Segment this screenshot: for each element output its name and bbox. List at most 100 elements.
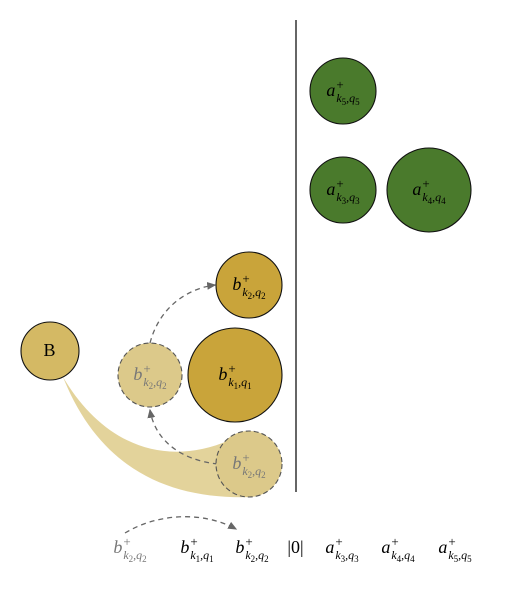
label-sup: + <box>448 534 455 549</box>
math-label: a +k5,q5 <box>438 534 472 564</box>
label-sub: k2,q2 <box>143 375 166 391</box>
label-sub-part: k <box>448 548 454 562</box>
label-sub-part: k <box>422 190 428 204</box>
ghost-node <box>117 342 183 408</box>
label-base: b <box>232 274 241 294</box>
label-sub-part: 2 <box>162 381 167 391</box>
label-base: a <box>381 537 390 557</box>
label-sub-part: 3 <box>342 196 347 206</box>
label-sub-part: ,q <box>401 548 410 562</box>
math-label: b +k2,q2 <box>232 450 265 480</box>
label-sub-part: 5 <box>467 554 472 564</box>
label-sub: k4,q4 <box>422 190 446 206</box>
label-sub-part: k <box>190 548 196 562</box>
label-sup: + <box>228 361 235 376</box>
node <box>20 321 80 381</box>
label-sup: + <box>123 534 130 549</box>
math-label: b +k1,q1 <box>218 361 251 391</box>
label-sub-part: ,q <box>346 190 355 204</box>
label-sub-part: 2 <box>261 470 266 480</box>
label-base: b <box>180 537 189 557</box>
label-sub-part: ,q <box>345 548 354 562</box>
label-sub-part: 1 <box>209 554 214 564</box>
label-sub-part: ,q <box>458 548 467 562</box>
label-base: a <box>326 179 335 199</box>
label-sub-part: 4 <box>397 554 402 564</box>
label-sub: k1,q1 <box>228 375 251 391</box>
label-sub-part: ,q <box>238 375 247 389</box>
math-label: a +k5,q5 <box>326 77 360 107</box>
label-sub-part: k <box>242 285 248 299</box>
label-sub-part: 2 <box>251 554 256 564</box>
label-sub-part: 5 <box>342 97 347 107</box>
label-sub-part: 4 <box>441 196 446 206</box>
label-sub-part: 4 <box>410 554 415 564</box>
math-label: b +k2,q2 <box>235 534 268 564</box>
math-label: a +k4,q4 <box>412 176 446 206</box>
arrow <box>149 282 217 344</box>
label-sub-part: 1 <box>247 381 252 391</box>
label-sub-part: 4 <box>428 196 433 206</box>
label-sup: + <box>336 176 343 191</box>
label-sub-part: k <box>123 548 129 562</box>
label-sub: k5,q5 <box>448 548 472 564</box>
math-label: b +k1,q1 <box>180 534 213 564</box>
label-sub-part: k <box>143 375 149 389</box>
transfer-band <box>63 377 252 498</box>
label-sub-part: ,q <box>133 548 142 562</box>
label-sub: k3,q3 <box>335 548 359 564</box>
label-sub-part: 5 <box>454 554 459 564</box>
label-base: b <box>232 453 241 473</box>
label-sub-part: 3 <box>354 554 359 564</box>
node <box>187 327 283 423</box>
label-sub-part: k <box>228 375 234 389</box>
node <box>309 57 377 125</box>
layer: Bb +k2,q2b +k1,q1b +k2,q2b +k2,q2a +k5,q5a +k3… <box>20 57 472 564</box>
node <box>386 147 472 233</box>
label-sub-part: ,q <box>252 464 261 478</box>
label-sub-part: 5 <box>355 97 360 107</box>
label-sup: + <box>336 77 343 92</box>
math-label: b +k2,q2 <box>232 271 265 301</box>
label-sub-part: 2 <box>248 470 253 480</box>
label-sub: k1,q1 <box>190 548 213 564</box>
label-sub-part: k <box>336 91 342 105</box>
label-base: |0| <box>287 537 303 557</box>
label-sub-part: 2 <box>129 554 134 564</box>
label-sub: k3,q3 <box>336 190 360 206</box>
label-sub-part: ,q <box>153 375 162 389</box>
label-sub-part: k <box>335 548 341 562</box>
label-sub: k2,q2 <box>123 548 146 564</box>
label-sub-part: ,q <box>255 548 264 562</box>
label-sub: k2,q2 <box>242 285 265 301</box>
label-sub-part: ,q <box>432 190 441 204</box>
label-sup: + <box>190 534 197 549</box>
label-base: b <box>218 364 227 384</box>
arrow <box>147 408 219 465</box>
label-sup: + <box>391 534 398 549</box>
node <box>215 251 283 319</box>
label-sub-part: 2 <box>142 554 147 564</box>
math-label: a +k3,q3 <box>326 176 360 206</box>
math-label: B <box>43 340 55 360</box>
label-sub-part: 1 <box>196 554 201 564</box>
label-sub-part: 3 <box>341 554 346 564</box>
label-sub: k2,q2 <box>245 548 268 564</box>
label-sub-part: 2 <box>264 554 269 564</box>
label-base: a <box>412 179 421 199</box>
math-label: b +k2,q2 <box>133 361 166 391</box>
label-sub-part: 2 <box>248 291 253 301</box>
label-sub: k4,q4 <box>391 548 415 564</box>
label-sub-part: ,q <box>346 91 355 105</box>
label-base: b <box>235 537 244 557</box>
label-base: a <box>325 537 334 557</box>
label-sub-part: 2 <box>261 291 266 301</box>
label-base: a <box>326 80 335 100</box>
label-sup: + <box>242 271 249 286</box>
label-sub-part: 2 <box>149 381 154 391</box>
arrow <box>124 516 238 534</box>
label-sup: + <box>335 534 342 549</box>
label-sup: + <box>245 534 252 549</box>
label-base: a <box>438 537 447 557</box>
